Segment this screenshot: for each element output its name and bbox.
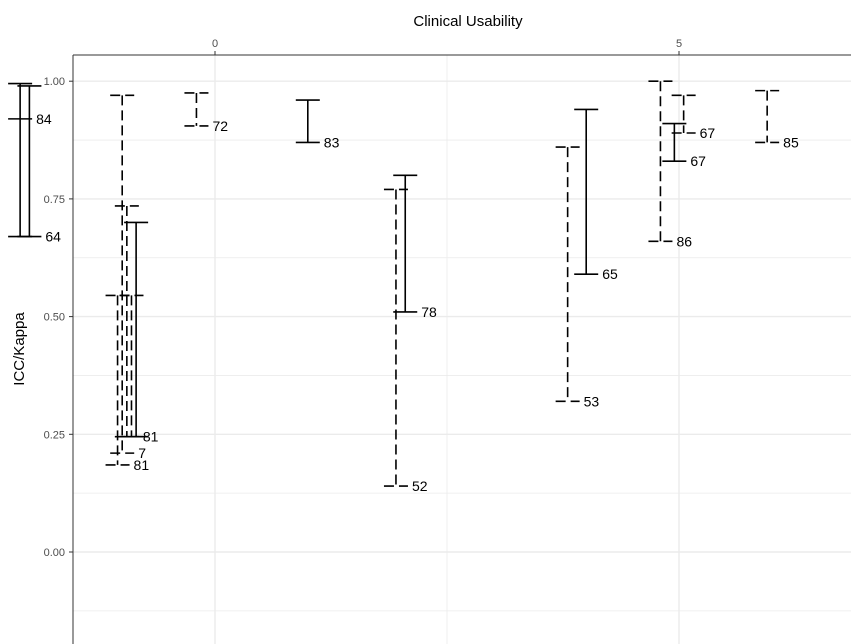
plot-panel xyxy=(73,55,851,644)
y-axis-ticks: 0.00 0.25 0.50 0.75 1.00 xyxy=(44,76,73,559)
error-bar: 86 xyxy=(648,80,692,249)
error-bar: 72 xyxy=(184,92,228,134)
error-bar-label: 65 xyxy=(602,266,618,282)
error-bar-label: 81 xyxy=(143,429,159,445)
error-bars: 8464817817283527853658667678571206666633… xyxy=(8,80,799,494)
error-bar-label: 67 xyxy=(690,153,706,169)
y-tick-label: 0.75 xyxy=(44,194,65,206)
error-bar-label: 52 xyxy=(412,478,428,494)
error-bar-label: 78 xyxy=(421,304,437,320)
y-tick-label: 0.25 xyxy=(44,429,65,441)
error-bar-label: 84 xyxy=(36,111,52,127)
error-bar-label: 72 xyxy=(212,118,228,134)
x-tick-label: 5 xyxy=(676,38,682,50)
error-bar-label: 81 xyxy=(134,457,150,473)
grid xyxy=(73,55,851,644)
error-bar: 53 xyxy=(555,146,600,409)
y-axis-title: ICC/Kappa xyxy=(11,312,28,386)
x-axis-ticks: 0510 xyxy=(212,38,682,55)
y-tick-label: 0.00 xyxy=(44,547,65,559)
error-bar-label: 85 xyxy=(783,134,799,150)
error-bar: 85 xyxy=(755,89,799,150)
error-bar-label: 86 xyxy=(676,233,692,249)
x-axis-title: Clinical Usability xyxy=(413,13,523,30)
error-bar-label: 67 xyxy=(700,125,716,141)
error-bar xyxy=(124,221,149,438)
error-bar: 64 xyxy=(17,85,61,245)
x-tick-label: 0 xyxy=(212,38,218,50)
error-bar: 65 xyxy=(574,108,618,282)
error-bar: 67 xyxy=(662,122,706,169)
error-bar: 67 xyxy=(671,94,716,141)
error-bar: 78 xyxy=(393,174,437,320)
error-bar-label: 64 xyxy=(45,229,61,245)
error-bar: 83 xyxy=(295,99,340,150)
error-bar-label: 7 xyxy=(138,445,146,461)
error-bar-label: 53 xyxy=(584,393,600,409)
y-tick-label: 0.50 xyxy=(44,312,65,324)
error-bar-label: 83 xyxy=(324,134,340,150)
error-bar: 52 xyxy=(383,188,428,494)
y-tick-label: 1.00 xyxy=(44,76,65,88)
error-bar: 7 xyxy=(110,94,146,461)
